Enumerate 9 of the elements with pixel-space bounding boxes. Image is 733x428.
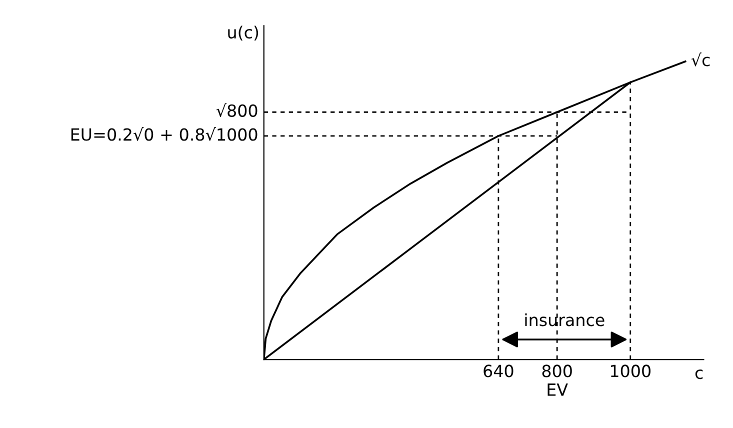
series-label: √800 xyxy=(216,103,258,118)
x-axis-title: c xyxy=(695,370,703,380)
x-tick-label: 640 xyxy=(484,364,514,378)
y-axis-title: u(c) xyxy=(228,26,258,41)
x-tick-label: 1000 xyxy=(611,364,650,378)
series-label: EU=0.2√0 + 0.8√1000 xyxy=(71,127,258,141)
x-tick-label: 800 EV xyxy=(542,364,572,396)
annotation: insurance xyxy=(525,313,604,326)
series-label: √c xyxy=(691,52,710,66)
